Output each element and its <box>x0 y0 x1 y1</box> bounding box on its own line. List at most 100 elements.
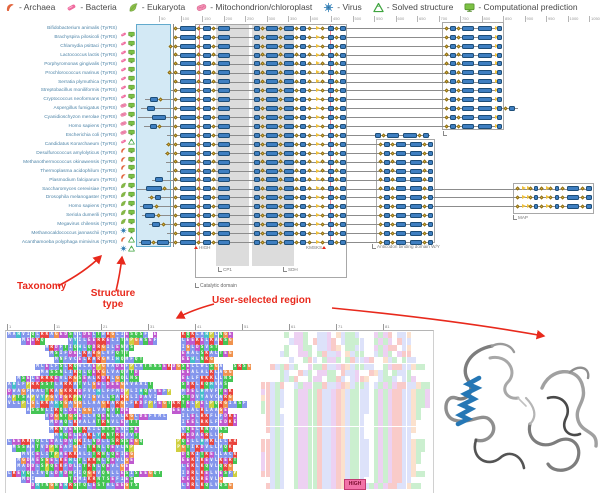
msa-cell <box>378 388 383 395</box>
architecture-row[interactable]: Plasmodium falciparum (TyrRS) <box>0 176 600 189</box>
msa-cell <box>331 363 336 370</box>
species-label[interactable]: Plasmodium falciparum (TyrRS) <box>49 177 117 183</box>
species-label[interactable]: Chlamydia psittaci (TyrRS) <box>60 43 117 49</box>
architecture-row[interactable]: Methanothermococcus okinawensis (TyrRS) <box>0 158 600 171</box>
architecture-row[interactable]: Thermoplasma acidophilum (TyrRS) <box>0 167 600 180</box>
species-label[interactable]: Serratia plymuthica (TyrRS) <box>58 79 117 85</box>
species-label[interactable]: Aspergillus fumigatus (TyrRS) <box>53 106 117 112</box>
msa-cell: P <box>25 382 31 389</box>
species-label[interactable]: Brachyspira pilosicoli (TyrRS) <box>54 34 117 40</box>
architecture-row[interactable]: Desulfurococcus amylolyticus (TyrRS) <box>0 149 600 162</box>
architecture-row[interactable]: Aspergillus fumigatus (TyrRS) <box>0 104 600 118</box>
domain-segment <box>328 97 334 103</box>
motif-diamond <box>320 70 326 76</box>
msa-cell: L <box>218 439 224 446</box>
architecture-row[interactable]: Escherichia coli (TyrRS) <box>0 131 600 145</box>
architecture-row[interactable]: Homo sapiens (TyrRS) <box>0 202 600 216</box>
msa-cell: F <box>82 388 87 395</box>
msa-cell: Q <box>218 483 224 490</box>
msa-cell <box>270 426 275 433</box>
msa-cell <box>397 451 402 458</box>
msa-cell: N <box>68 470 73 477</box>
architecture-row[interactable]: Serratia plymuthica (TyrRS) <box>0 78 600 91</box>
species-label[interactable]: Candidatus Korarchaeum (TyrRS) <box>44 141 117 147</box>
species-label[interactable]: Prochlorococcus marinus (TyrRS) <box>45 70 117 76</box>
architecture-row[interactable]: Cyanidioschyzon merolae (TyrRS) <box>0 113 600 127</box>
architecture-row[interactable]: Megavirus chilensis (TyrRS) <box>0 220 600 234</box>
msa-cell: L <box>86 420 92 427</box>
msa-cell: T <box>119 350 125 358</box>
msa-cell: K <box>96 376 101 383</box>
domain-segment <box>143 204 153 210</box>
msa-cell <box>307 420 313 427</box>
species-label[interactable]: Porphyromonas gingivalis (TyrRS) <box>44 61 117 67</box>
msa-cell <box>401 464 407 471</box>
architecture-row[interactable]: Methanocaldococcus jannaschii (TyrRS) <box>0 229 600 243</box>
species-label[interactable]: Megavirus chilensis (TyrRS) <box>57 222 117 228</box>
msa-cell <box>392 470 398 477</box>
msa-cell: F <box>218 413 224 421</box>
msa-cell: E <box>190 426 195 433</box>
architecture-row[interactable]: Brachyspira pilosicoli (TyrRS) <box>0 33 600 46</box>
architecture-row[interactable]: Cryptococcus neoformans (TyrRS) <box>0 95 600 109</box>
architecture-row[interactable]: Homo sapiens (TyrRS) <box>0 122 600 135</box>
msa-cell <box>397 369 402 377</box>
architecture-row[interactable]: Acanthamoeba polyphaga mimivirus (TyrRS) <box>0 238 600 252</box>
msa-cell: M <box>16 464 22 471</box>
species-label[interactable]: Drosophila melanogaster (TyrRS) <box>45 195 117 201</box>
species-label[interactable]: Saccharomyces cerevisiae (TyrRS) <box>42 186 117 192</box>
msa-cell <box>359 445 365 452</box>
msa-cell: A <box>58 382 64 389</box>
msa-cell: L <box>180 483 186 490</box>
msa-cell: T <box>218 350 224 358</box>
msa-cell: L <box>213 332 219 339</box>
species-label[interactable]: Acanthamoeba polyphaga mimivirus (TyrRS) <box>21 240 117 246</box>
architecture-row[interactable]: Bifidobacterium animalis (TyrRS) <box>0 24 600 37</box>
species-label[interactable]: Streptobacillus moniliformis (TyrRS) <box>40 88 117 94</box>
msa-cell: E <box>199 401 205 408</box>
msa-cell <box>364 363 369 370</box>
msa-cell: L <box>195 363 200 370</box>
architecture-row[interactable]: Candidatus Korarchaeum (TyrRS) <box>0 140 600 153</box>
species-label[interactable]: Methanothermococcus okinawensis (TyrRS) <box>23 159 117 165</box>
msa-cell <box>293 388 299 395</box>
species-label[interactable]: Methanocaldococcus jannaschii (TyrRS) <box>31 231 117 237</box>
species-label[interactable]: Desulfurococcus amylolyticus (TyrRS) <box>36 150 117 156</box>
msa-cell <box>293 407 299 414</box>
motif-diamond <box>390 150 396 156</box>
species-label[interactable]: Cyanidioschyzon merolae (TyrRS) <box>44 115 117 121</box>
msa-cell: L <box>213 350 219 358</box>
architecture-row[interactable]: Prochlorococcus marinus (TyrRS) <box>0 69 600 82</box>
architecture-row[interactable]: Seriola dumerili (TyrRS) <box>0 211 600 225</box>
species-label[interactable]: Cryptococcus neoformans (TyrRS) <box>43 97 117 103</box>
msa-cell: P <box>129 338 134 345</box>
architecture-row[interactable]: Drosophila melanogaster (TyrRS) <box>0 193 600 207</box>
species-label[interactable]: Lactococcus lactis (TyrRS) <box>60 52 117 58</box>
architecture-row[interactable]: Saccharomyces cerevisiae (TyrRS) <box>0 185 600 198</box>
architecture-row[interactable]: Streptobacillus moniliformis (TyrRS) <box>0 86 600 100</box>
msa-cell: A <box>91 357 97 364</box>
msa-cell: W <box>77 363 83 370</box>
protein-structure-view[interactable] <box>430 328 600 494</box>
species-label[interactable]: Thermoplasma acidophilum (TyrRS) <box>40 168 117 174</box>
msa-cell <box>260 458 266 465</box>
msa-cell: G <box>63 395 69 402</box>
msa-cell <box>411 439 416 446</box>
msa-cell: E <box>180 476 186 484</box>
motif-diamond <box>260 106 266 111</box>
virus-taxonomy-icon <box>120 239 127 257</box>
msa-cell: N <box>101 426 106 433</box>
species-label[interactable]: Bifidobacterium animalis (TyrRS) <box>47 26 117 31</box>
msa-cell <box>279 451 285 458</box>
architecture-row[interactable]: Lactococcus lactis (TyrRS) <box>0 51 600 64</box>
architecture-row[interactable]: Chlamydia psittaci (TyrRS) <box>0 42 600 55</box>
species-label[interactable]: Homo sapiens (TyrRS) <box>68 204 117 210</box>
species-label[interactable]: Seriola dumerili (TyrRS) <box>66 213 117 219</box>
msa-cell: L <box>68 420 73 427</box>
architecture-row[interactable]: Porphyromonas gingivalis (TyrRS) <box>0 60 600 73</box>
msa-cell: F <box>63 464 69 471</box>
msa-cell: I <box>86 395 92 402</box>
species-label[interactable]: Escherichia coli (TyrRS) <box>65 133 117 139</box>
species-label[interactable]: Homo sapiens (TyrRS) <box>68 124 117 130</box>
msa-cell: T <box>119 338 125 345</box>
